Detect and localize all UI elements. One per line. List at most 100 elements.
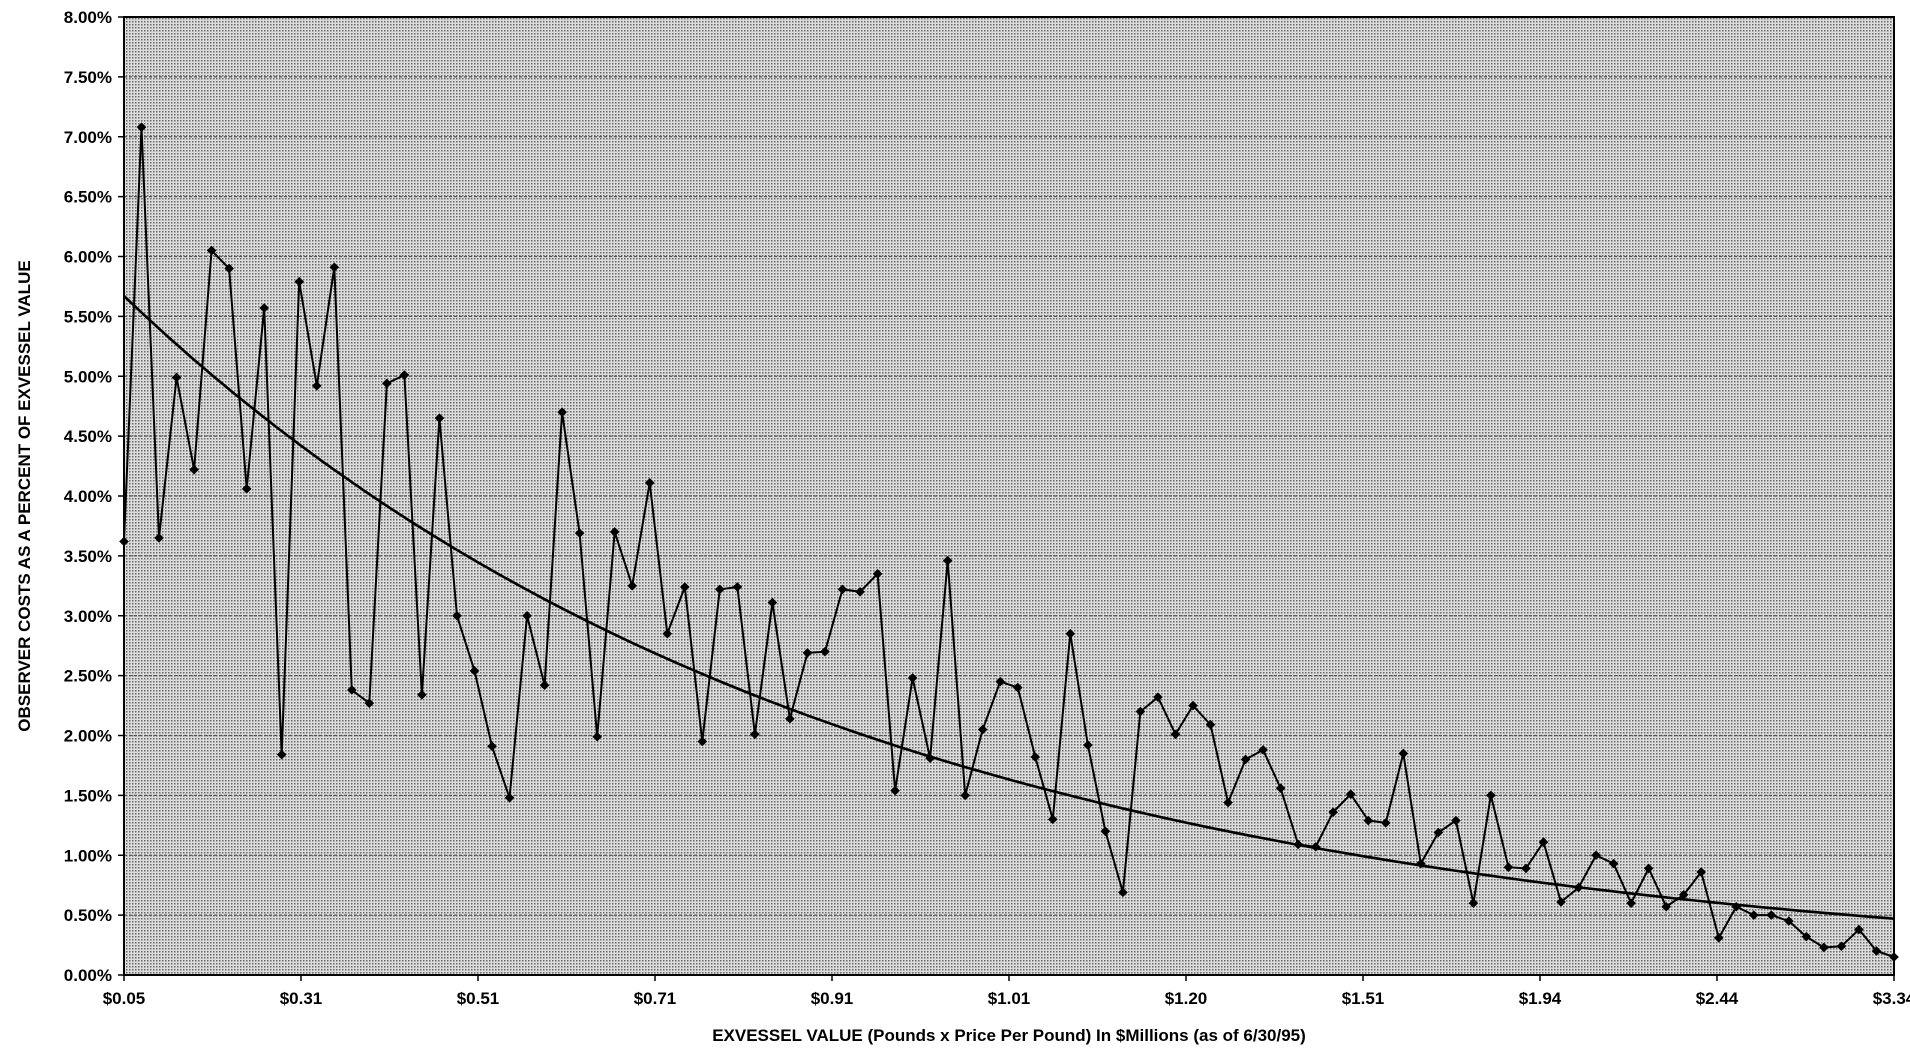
x-tick-label: $0.91 <box>811 989 854 1008</box>
y-tick-label: 4.50% <box>64 427 112 446</box>
data-point <box>1749 910 1759 920</box>
y-tick-label: 6.50% <box>64 188 112 207</box>
y-axis-label: OBSERVER COSTS AS A PERCENT OF EXVESSEL … <box>15 260 34 731</box>
y-tick-label: 0.00% <box>64 966 112 985</box>
data-point <box>364 698 375 708</box>
y-tick-label: 3.50% <box>64 547 112 566</box>
data-point <box>1854 924 1864 935</box>
data-point <box>1293 839 1303 850</box>
data-point <box>1030 752 1041 762</box>
data-point <box>206 245 217 256</box>
data-point <box>382 378 392 389</box>
x-axis-label: EXVESSEL VALUE (Pounds x Price Per Pound… <box>712 1026 1306 1045</box>
data-point <box>1345 789 1356 799</box>
plot-frame <box>123 16 1895 976</box>
data-point <box>820 646 830 657</box>
data-point <box>522 610 532 621</box>
data-point <box>1083 740 1093 750</box>
data-point <box>1486 790 1496 801</box>
data-point <box>1048 814 1058 825</box>
data-point <box>1521 863 1531 874</box>
data-point <box>1643 863 1654 874</box>
data-point <box>767 597 778 608</box>
y-tick-label: 1.50% <box>64 786 112 805</box>
y-tick-label: 0.50% <box>64 906 112 925</box>
x-tick-label: $3.34 <box>1873 989 1910 1008</box>
data-point <box>487 741 497 752</box>
data-point <box>1153 692 1163 702</box>
x-tick-label: $0.31 <box>280 989 323 1008</box>
x-tick-label: $1.94 <box>1519 989 1562 1008</box>
data-point <box>872 569 883 579</box>
y-tick-label: 6.00% <box>64 248 112 267</box>
data-point <box>627 581 638 591</box>
data-point <box>1696 867 1707 877</box>
data-point <box>697 736 708 747</box>
data-point <box>241 484 252 494</box>
data-point <box>154 533 164 543</box>
data-point <box>1766 910 1777 920</box>
data-point <box>1258 745 1268 755</box>
y-axis-ticks: 0.00% 0.50% 1.00% 1.50% 2.00% 2.50% 3.00% 3.50%… <box>64 8 124 985</box>
data-point <box>1363 815 1374 826</box>
data-point <box>609 527 620 537</box>
x-tick-label: $1.51 <box>1342 989 1385 1008</box>
data-point <box>855 587 865 597</box>
data-point <box>925 753 935 764</box>
data-point <box>1416 858 1426 869</box>
data-point <box>1188 700 1198 711</box>
y-tick-label: 5.50% <box>64 307 112 326</box>
data-point <box>1784 916 1794 926</box>
x-tick-label: $1.20 <box>1165 989 1208 1008</box>
data-point <box>890 785 900 796</box>
data-point <box>942 555 953 566</box>
data-point <box>1135 706 1146 717</box>
data-point <box>574 528 585 538</box>
data-point <box>802 648 813 658</box>
data-point <box>1819 942 1829 953</box>
data-point <box>785 713 795 724</box>
data-point <box>136 122 147 132</box>
data-point <box>1713 933 1724 943</box>
data-point <box>1398 748 1409 759</box>
y-tick-label: 2.00% <box>64 727 112 746</box>
data-point <box>995 676 1006 687</box>
data-point <box>311 381 322 391</box>
data-point <box>417 689 427 700</box>
data-point <box>171 372 182 383</box>
data-point <box>1503 862 1514 873</box>
data-point <box>679 582 690 592</box>
data-point <box>1661 901 1671 912</box>
data-point <box>1678 889 1689 900</box>
data-point <box>1433 827 1444 838</box>
y-tick-label: 8.00% <box>64 8 112 27</box>
data-point <box>224 263 234 274</box>
data-point <box>960 790 970 801</box>
x-tick-label: $2.44 <box>1696 989 1739 1008</box>
y-tick-label: 5.00% <box>64 367 112 386</box>
y-tick-label: 7.00% <box>64 128 112 147</box>
data-point <box>1871 946 1882 956</box>
data-point <box>732 582 743 592</box>
data-point <box>1608 858 1619 869</box>
data-point <box>750 729 760 740</box>
data-point <box>1275 783 1286 793</box>
y-tick-label: 4.00% <box>64 487 112 506</box>
data-point <box>399 370 410 380</box>
data-point <box>592 731 602 742</box>
data-point <box>329 262 340 273</box>
data-point <box>1012 682 1023 693</box>
data-point <box>1468 898 1479 908</box>
data-point <box>452 610 462 621</box>
y-tick-label: 2.50% <box>64 667 112 686</box>
data-point <box>1118 887 1128 898</box>
data-point <box>1538 837 1549 847</box>
data-point <box>539 680 550 691</box>
data-point <box>1170 729 1181 740</box>
data-point <box>1731 901 1742 912</box>
x-tick-label: $0.51 <box>457 989 500 1008</box>
data-point <box>294 276 305 287</box>
data-point <box>1205 719 1216 730</box>
data-point <box>1836 941 1847 952</box>
